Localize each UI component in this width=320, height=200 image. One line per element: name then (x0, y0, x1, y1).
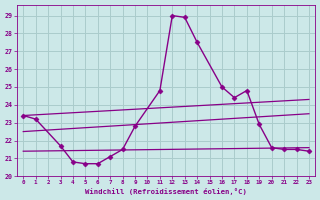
X-axis label: Windchill (Refroidissement éolien,°C): Windchill (Refroidissement éolien,°C) (85, 188, 247, 195)
